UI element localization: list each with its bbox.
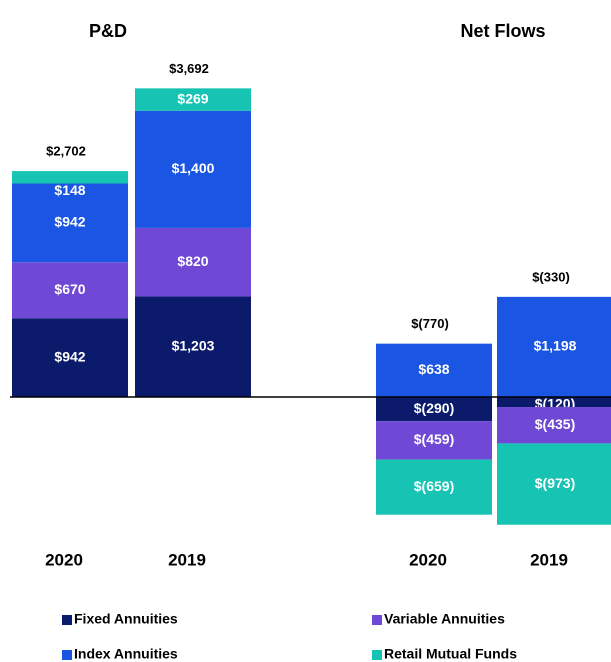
bar-segment xyxy=(135,88,251,111)
panel-title: P&D xyxy=(89,21,127,41)
bar-segment xyxy=(135,296,251,397)
legend-label: Index Annuities xyxy=(74,646,178,662)
data-label: $1,198 xyxy=(534,338,577,354)
data-label: $(290) xyxy=(414,400,454,416)
data-label: $148 xyxy=(54,182,85,198)
bar-segment xyxy=(497,407,611,444)
bar-segment xyxy=(12,318,128,397)
bar-segment xyxy=(12,183,128,263)
legend-swatch xyxy=(62,615,72,625)
x-tick-label: 2020 xyxy=(45,550,83,569)
bar-segment xyxy=(497,397,611,408)
legend-label: Variable Annuities xyxy=(384,611,505,627)
data-label: $820 xyxy=(177,253,208,269)
data-label: $942 xyxy=(54,348,85,364)
total-label: $(330) xyxy=(532,269,570,284)
legend-label: Retail Mutual Funds xyxy=(384,646,517,662)
bar-segment xyxy=(376,421,492,460)
total-label: $2,702 xyxy=(46,144,86,159)
data-label: $(459) xyxy=(414,431,454,447)
bar-segment xyxy=(135,110,251,228)
total-label: $3,692 xyxy=(169,61,209,76)
legend-label: Fixed Annuities xyxy=(74,611,178,627)
bar-segment xyxy=(376,343,492,397)
bar-segment xyxy=(376,397,492,422)
panel-title: Net Flows xyxy=(460,21,545,41)
legend-swatch xyxy=(62,650,72,660)
legend-swatch xyxy=(372,650,382,660)
data-label: $269 xyxy=(177,90,208,106)
bar-segment xyxy=(12,262,128,319)
bar-segment xyxy=(497,296,611,397)
bar-segment xyxy=(497,443,611,525)
x-tick-label: 2019 xyxy=(168,550,206,569)
data-label: $(973) xyxy=(535,475,575,491)
bar-segment xyxy=(376,459,492,515)
legend-swatch xyxy=(372,615,382,625)
data-label: $670 xyxy=(54,281,85,297)
data-label: $1,203 xyxy=(172,337,215,353)
data-label: $638 xyxy=(418,361,449,377)
data-label: $(659) xyxy=(414,478,454,494)
bar-segment xyxy=(135,227,251,297)
total-label: $(770) xyxy=(411,316,449,331)
data-label: $942 xyxy=(54,214,85,230)
bar-segment xyxy=(12,171,128,184)
x-tick-label: 2019 xyxy=(530,550,568,569)
data-label: $(435) xyxy=(535,416,575,432)
x-tick-label: 2020 xyxy=(409,550,447,569)
data-label: $1,400 xyxy=(172,160,215,176)
